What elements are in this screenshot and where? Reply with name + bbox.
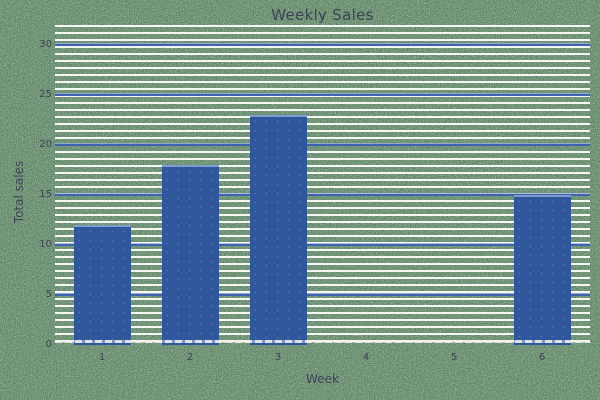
chart-title: Weekly Sales <box>271 6 374 24</box>
gridline-y10 <box>55 243 590 246</box>
y-tick-5: 5 <box>45 289 52 300</box>
x-axis-label: Week <box>306 372 339 386</box>
bar-week-1 <box>73 225 131 345</box>
bar-week-2 <box>161 165 219 345</box>
x-tick-4: 4 <box>362 352 370 363</box>
gridline-y5 <box>55 293 590 296</box>
gridline-y30 <box>55 43 590 46</box>
gridline-y20 <box>55 143 590 146</box>
y-tick-15: 15 <box>39 189 52 200</box>
x-tick-2: 2 <box>186 352 194 363</box>
x-axis-baseline <box>55 340 590 343</box>
y-tick-20: 20 <box>39 139 52 150</box>
x-tick-5: 5 <box>450 352 458 363</box>
x-tick-3: 3 <box>274 352 282 363</box>
y-tick-0: 0 <box>45 339 52 350</box>
gridline-y25 <box>55 93 590 96</box>
y-tick-10: 10 <box>39 239 52 250</box>
bar-week-6 <box>513 195 571 345</box>
gridline-y15 <box>55 193 590 196</box>
x-tick-1: 1 <box>98 352 106 363</box>
plot-area <box>55 22 590 345</box>
y-tick-25: 25 <box>39 89 52 100</box>
x-tick-6: 6 <box>538 352 546 363</box>
y-tick-30: 30 <box>39 39 52 50</box>
bar-week-3 <box>249 115 307 345</box>
